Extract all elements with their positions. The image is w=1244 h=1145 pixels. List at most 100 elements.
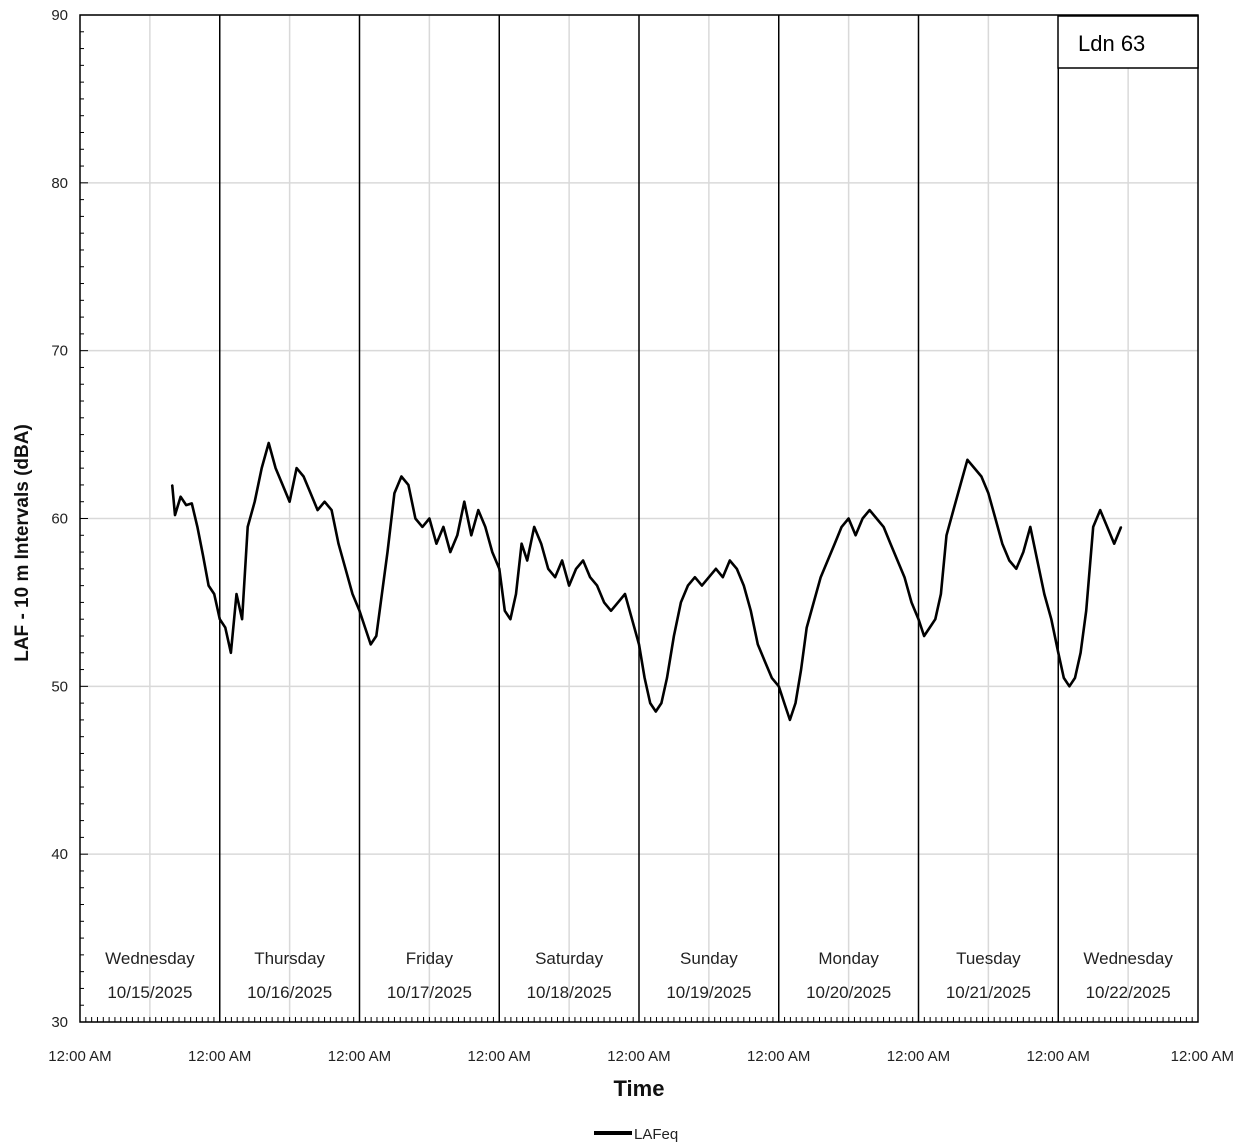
data-point [442, 526, 445, 528]
data-point [428, 517, 431, 520]
data-point [660, 702, 663, 704]
data-point [854, 534, 857, 537]
data-point [554, 576, 556, 579]
data-point [213, 593, 215, 595]
day-label-name: Saturday [535, 949, 604, 968]
day-label-name: Friday [406, 949, 454, 968]
data-point [288, 500, 291, 503]
data-point [260, 467, 263, 469]
x-tick-label: 12:00 AM [887, 1048, 950, 1065]
data-point [253, 500, 256, 503]
data-point [504, 610, 506, 612]
data-point [463, 500, 466, 503]
day-label-date: 10/17/2025 [387, 983, 472, 1002]
data-point [230, 651, 232, 654]
data-point [896, 559, 899, 562]
data-point [654, 710, 657, 713]
x-axis-title: Time [614, 1076, 665, 1101]
data-point [966, 458, 969, 461]
data-point [1008, 559, 1011, 562]
data-point [241, 618, 243, 620]
day-label-date: 10/18/2025 [527, 983, 612, 1002]
data-point [980, 475, 983, 478]
data-point [1015, 568, 1018, 570]
data-point [414, 517, 417, 520]
data-point [882, 526, 885, 528]
data-point [889, 542, 892, 545]
x-tick-label: 12:00 AM [468, 1048, 531, 1065]
data-point [596, 584, 598, 587]
data-point [694, 576, 696, 579]
data-point [666, 677, 668, 679]
day-label-name: Wednesday [105, 949, 195, 968]
data-point [783, 702, 786, 704]
data-point [777, 685, 780, 688]
data-point [533, 526, 535, 528]
data-point [520, 542, 523, 545]
y-tick-label: 40 [51, 846, 68, 863]
data-point [224, 626, 227, 629]
data-point [1092, 526, 1094, 528]
data-point [561, 559, 563, 562]
data-point [575, 568, 577, 570]
day-label-name: Sunday [680, 949, 738, 968]
data-point [987, 492, 990, 495]
data-point [750, 610, 752, 612]
data-point [1022, 551, 1025, 553]
x-tick-label: 12:00 AM [747, 1048, 810, 1065]
data-point [861, 517, 864, 520]
day-label-date: 10/19/2025 [666, 983, 751, 1002]
data-point [1099, 509, 1101, 511]
data-point [680, 601, 682, 604]
data-point [185, 504, 188, 506]
data-point [295, 467, 298, 469]
data-point [805, 626, 808, 629]
y-tick-label: 80 [51, 175, 68, 192]
data-point [456, 534, 459, 537]
y-tick-label: 30 [51, 1014, 68, 1031]
data-point [302, 475, 305, 478]
data-point [826, 559, 829, 562]
day-label-name: Wednesday [1083, 949, 1173, 968]
series-line-lafeq [170, 441, 1123, 722]
data-point [973, 467, 976, 469]
legend-label-lafeq: LAFeq [634, 1126, 678, 1143]
x-tick-label: 12:00 AM [328, 1048, 391, 1065]
data-point [1113, 542, 1115, 545]
legend: LAFeq [594, 1126, 678, 1143]
x-tick-label: 12:00 AM [1171, 1048, 1234, 1065]
data-point [1120, 526, 1122, 528]
data-point [316, 509, 319, 511]
data-point [952, 509, 955, 511]
data-point [940, 593, 942, 595]
data-point [582, 559, 584, 562]
data-point [800, 668, 802, 671]
series-points [171, 442, 1122, 721]
data-point [928, 626, 931, 629]
data-point [910, 601, 913, 604]
x-tick-labels: 12:00 AM 12:00 AM 12:00 AM 12:00 AM 12:00 AM… [48, 1048, 1234, 1065]
axes [79, 14, 1199, 1023]
data-point [708, 576, 710, 579]
data-point [1074, 677, 1076, 679]
data-point [369, 643, 372, 646]
data-point [179, 495, 182, 498]
data-point [477, 509, 480, 511]
data-point [715, 568, 717, 570]
data-point [484, 526, 487, 528]
data-point [509, 618, 512, 620]
data-point [673, 635, 675, 637]
data-point [638, 643, 640, 646]
data-point [364, 626, 366, 629]
data-point [491, 551, 494, 553]
data-point [722, 576, 724, 579]
x-tick-label: 12:00 AM [188, 1048, 251, 1065]
data-point [344, 568, 347, 570]
data-point [687, 584, 689, 587]
data-point [959, 484, 962, 486]
data-point [526, 559, 528, 562]
data-point [1057, 651, 1060, 654]
data-point [756, 643, 759, 646]
data-point [207, 584, 210, 587]
